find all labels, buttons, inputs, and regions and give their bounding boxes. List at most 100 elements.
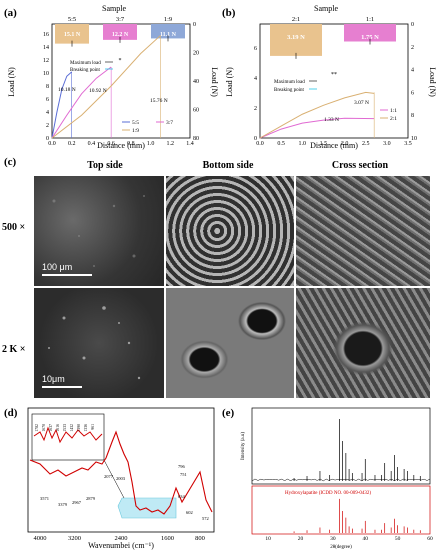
panel-d-inset-connector <box>103 459 125 499</box>
panel-c-col-header-top: Top side <box>87 160 123 171</box>
panel-b-annot-1: 3.07 N <box>354 100 369 106</box>
panel-a-x-tick: 1.4 <box>186 141 194 147</box>
panel-b-legend-entry: 1:1 <box>390 108 397 114</box>
panel-a-x-tick: 0.0 <box>48 141 56 147</box>
panel-d-x-tick: 800 <box>195 535 205 542</box>
panel-b-series-line <box>259 91 375 139</box>
panel-b-xlabel: Distance (mm) <box>310 141 358 150</box>
panel-a-bar <box>151 24 185 39</box>
panel-b-bar-label: 3.19 N <box>287 34 305 41</box>
panel-a-left-tick: 4 <box>46 110 49 116</box>
panel-c-col-header-cross: Cross section <box>331 160 389 171</box>
panel-b-right-tick: 6 <box>411 90 414 96</box>
panel-b-bar-label: 1.75 N <box>361 34 379 41</box>
panel-d-x-tick: 4000 <box>34 535 47 542</box>
panel-b-bar <box>270 24 322 56</box>
panel-a-letter: (a) <box>4 7 17 19</box>
panel-b-legend-max: Maximum load <box>274 80 305 85</box>
panel-b-x-tick: 2.5 <box>362 141 370 147</box>
panel-a-annot-3: 15.76 N <box>150 98 168 104</box>
sem-bottom-2kx <box>166 288 294 398</box>
panel-a-x-tick: 1.2 <box>167 141 175 147</box>
sem-bottom-500x <box>166 176 294 286</box>
panel-d-inset-peak: 1390 <box>77 424 81 432</box>
panel-a-x-tick: 0.2 <box>68 141 76 147</box>
panel-e-ref-frame <box>251 485 431 535</box>
panel-a-bar-label: 12.2 N <box>112 32 129 38</box>
peak-2879: 2879 <box>86 496 96 501</box>
peak-2003: 2003 <box>116 476 126 481</box>
panel-c-row-label-2kx: 2 K × <box>2 344 26 355</box>
panel-a-right-tick: 80 <box>193 136 199 142</box>
panel-d-inset-peak: 1637 <box>49 424 53 432</box>
panel-b-top-tick: 1:1 <box>366 16 374 23</box>
panel-a-ylabel-right: Load (N) <box>210 67 218 97</box>
panel-b-left-tick: 4 <box>254 76 257 82</box>
panel-b-annot-2: 1.33 N <box>324 117 339 123</box>
panel-e-x-tick: 30 <box>330 536 336 542</box>
scalebar-10um <box>42 386 82 388</box>
peak-751: 751 <box>180 472 187 477</box>
sem-top-2kx: 10μm <box>34 288 164 398</box>
panel-e-x-tick: 50 <box>395 536 401 542</box>
panel-a-series-line <box>51 66 112 139</box>
panel-b-ylabel-right: Load (N) <box>428 67 436 97</box>
panel-d-inset-peak: 1670 <box>42 424 46 432</box>
panel-e-ref-label: Hydroxylapatite (ICDD NO. 00-009-0432) <box>285 491 371 496</box>
panel-a-annot-1: 10.18 N <box>58 87 76 93</box>
panel-a-top-tick: 3:7 <box>116 16 125 23</box>
panel-b-left-tick: 6 <box>254 46 257 52</box>
scalebar-100um <box>42 274 92 276</box>
panel-a-series-line <box>51 71 73 139</box>
panel-e-x-tick: 20 <box>298 536 304 542</box>
panel-a-legend-break: Breaking point <box>70 68 100 73</box>
panel-b-x-tick: 1.5 <box>320 141 328 147</box>
panel-e-letter: (e) <box>222 407 235 419</box>
panel-b-x-tick: 1.0 <box>299 141 307 147</box>
panel-d-main-spectrum <box>29 430 213 515</box>
panel-d-inset-peak: 1782 <box>35 424 39 432</box>
sem-top-500x: 100 μm <box>34 176 164 286</box>
panel-b-x-tick: 2.0 <box>341 141 349 147</box>
panel-e-xlabel: 2θ(degree) <box>330 545 352 550</box>
panel-b-legend-break: Breaking point <box>274 88 304 93</box>
panel-d-inset-peak: 1533 <box>63 424 67 432</box>
panel-a-left-tick: 14 <box>43 45 49 51</box>
panel-b-letter: (b) <box>222 7 236 19</box>
panel-a-left-tick: 16 <box>43 32 49 38</box>
panel-a-legend-max: Maximum load <box>70 61 101 66</box>
sem-top-500x-texture <box>52 195 145 267</box>
panel-b-left-tick: 0 <box>254 136 257 142</box>
panel-a-top-axis-title: Sample <box>102 4 126 13</box>
peak-2077: 2077 <box>104 474 114 479</box>
panel-a-left-tick: 0 <box>46 136 49 142</box>
peak-3571: 3571 <box>40 496 49 501</box>
panel-a-right-tick: 20 <box>193 51 199 57</box>
panel-d-highlight-region <box>117 497 177 519</box>
scalebar-100um-label: 100 μm <box>42 262 73 272</box>
panel-a-right-tick: 0 <box>193 22 196 28</box>
panel-b-top-tick: 2:1 <box>292 16 300 23</box>
panel-a-legend-entry: 1:9 <box>132 128 139 134</box>
sem-cross-2kx <box>296 288 430 398</box>
panel-a-top-tick: 1:9 <box>164 16 172 23</box>
panel-a-legend-entry: 5:5 <box>132 120 139 126</box>
peak-796: 796 <box>178 464 186 469</box>
panel-a-legend-entry: 3:7 <box>166 120 173 126</box>
panel-a-right-tick: 60 <box>193 108 199 114</box>
panel-a-bar-label: 11.1 N <box>160 32 177 38</box>
panel-e-x-tick: 10 <box>265 536 271 542</box>
panel-a-xlabel: Distance (mm) <box>97 141 145 150</box>
panel-d-x-tick: 2400 <box>115 535 128 542</box>
panel-b-chart: (b) Sample 2:1 1:1 3.19 N 1.75 N ** 0 2 4 6 0 2… <box>222 4 436 150</box>
panel-a-bar-label: 15.1 N <box>64 32 81 38</box>
panel-e-x-tick: 60 <box>427 536 433 542</box>
panel-b-ylabel: Load (N) <box>225 67 234 97</box>
sem-cross-500x <box>296 176 430 286</box>
panel-a-left-tick: 2 <box>46 123 49 129</box>
panel-d-inset-peak: 961 <box>91 424 95 430</box>
panel-a-chart: (a) Sample 5:5 3:7 1:9 15.1 N 12.2 N 11.1 N *… <box>4 4 218 150</box>
peak-602: 602 <box>186 510 193 515</box>
panel-d-inset-peak: 1336 <box>84 424 88 432</box>
panel-b-x-tick: 3.0 <box>383 141 391 147</box>
